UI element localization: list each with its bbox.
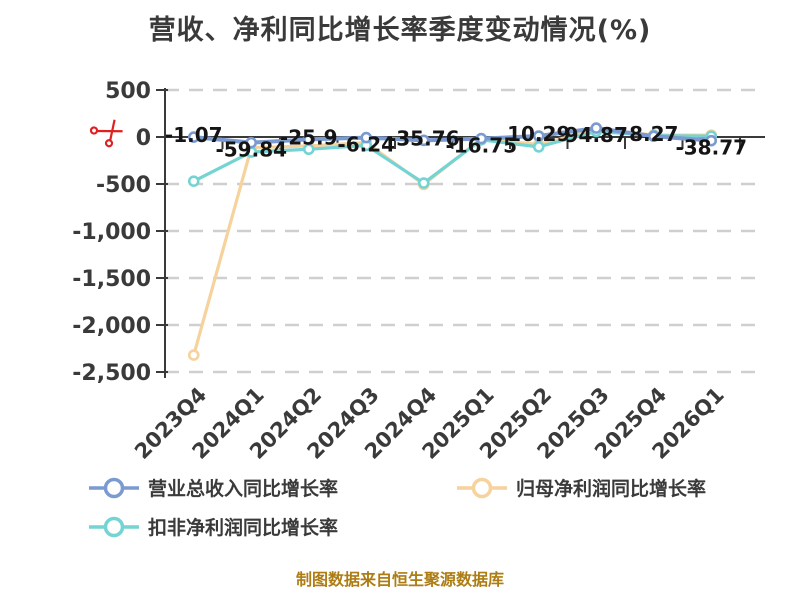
data-point-net_profit [187, 349, 200, 361]
data-label: -6.24 [337, 133, 395, 157]
data-label: -35.76 [388, 126, 460, 150]
legend-label: 归母净利润同比增长率 [516, 478, 707, 500]
series-line-revenue [193, 126, 712, 145]
data-point-revenue [532, 130, 545, 142]
line-series-marker-icon [457, 477, 508, 498]
data-point-non_gaap [532, 141, 545, 153]
data-label: -25.9 [280, 125, 338, 149]
data-point-revenue [360, 131, 373, 144]
data-point-revenue [647, 130, 660, 143]
data-label: -38.77 [675, 136, 747, 160]
data-label: 8.27 [629, 122, 678, 146]
data-point-revenue [245, 136, 258, 149]
series-line-net_profit [192, 128, 712, 356]
y-axis-tick-label: -2,500 [72, 361, 151, 386]
data-point-revenue [302, 133, 315, 146]
y-axis-tick-label: -1,500 [72, 267, 151, 292]
data-label: 94.87 [565, 123, 628, 147]
data-point-revenue [705, 134, 718, 147]
legend-item-non-gaap[interactable]: 扣非净利润同比增长率 [88, 513, 338, 540]
data-label: -1.07 [165, 123, 223, 147]
legend-item-revenue[interactable]: 营业总收入同比增长率 [88, 474, 338, 501]
line-series-marker-icon [89, 516, 139, 537]
legend-label: 扣非净利润同比增长率 [148, 517, 339, 539]
data-point-revenue [475, 132, 488, 145]
y-axis-tick-label: -2,000 [72, 314, 151, 339]
chart-legend: 营业总收入同比增长率 归母净利润同比增长率 扣非净利润同比增长率 [88, 474, 748, 552]
y-axis-tick-label: 500 [105, 79, 151, 104]
data-point-revenue [187, 131, 200, 143]
axis-break-scissors-icon [89, 119, 123, 148]
data-point-revenue [590, 122, 603, 134]
y-axis-tick-label: -1,000 [72, 220, 151, 245]
data-point-non_gaap [187, 175, 200, 187]
chart-title: 营收、净利同比增长率季度变动情况(%) [148, 15, 652, 46]
data-label: -59.84 [215, 138, 287, 162]
data-point-non_gaap [417, 177, 430, 189]
data-label: 10.29 [507, 122, 570, 146]
line-series-marker-icon [89, 477, 139, 498]
legend-label: 营业总收入同比增长率 [148, 478, 339, 500]
data-source-caption: 制图数据来自恒生聚源数据库 [295, 570, 504, 589]
data-label: -16.75 [445, 134, 517, 158]
y-axis-tick-label: 0 [136, 126, 151, 151]
legend-item-net-profit[interactable]: 归母净利润同比增长率 [456, 474, 706, 501]
y-axis-tick-label: -500 [96, 173, 151, 198]
data-point-revenue [417, 134, 430, 147]
